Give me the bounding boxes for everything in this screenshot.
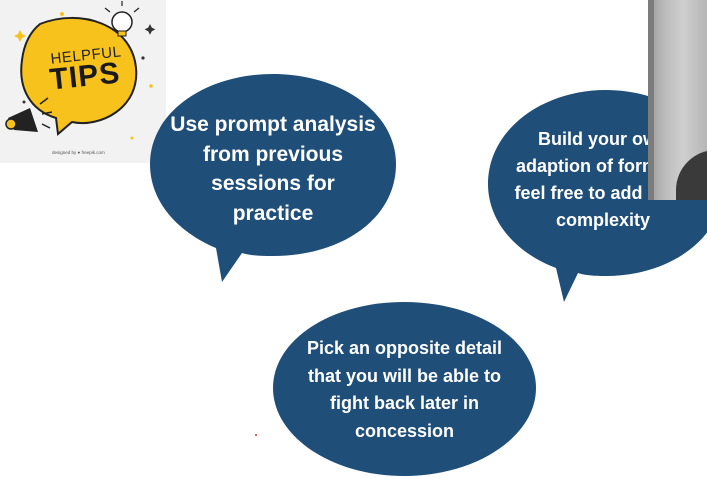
light-bulb-icon: [104, 1, 140, 37]
tips-artwork: [5, 1, 156, 140]
webcam-background: [648, 0, 654, 200]
tip-text: Pick an opposite detail that you will be…: [306, 338, 503, 441]
stray-dot: [255, 434, 257, 436]
webcam-person: [676, 150, 707, 200]
speech-bubble-shape: [150, 74, 396, 282]
helpful-tips-illustration: HELPFUL TIPS designed by ● freepik.com: [0, 0, 166, 163]
speech-bubble-shape: [273, 302, 536, 476]
tip-text: Build your own adaption of formula; feel…: [514, 129, 692, 230]
tip-bubble-prompt-analysis: Use prompt analysis from previous sessio…: [150, 72, 396, 284]
tip-text: Use prompt analysis from previous sessio…: [170, 113, 376, 225]
tips-bubble-shape: [20, 16, 138, 136]
tip-bubble-opposite-detail: Pick an opposite detail that you will be…: [272, 300, 537, 477]
freepik-credit: designed by ● freepik.com: [52, 150, 105, 155]
webcam-video-overlay: [648, 0, 707, 200]
megaphone-icon: [5, 97, 53, 132]
